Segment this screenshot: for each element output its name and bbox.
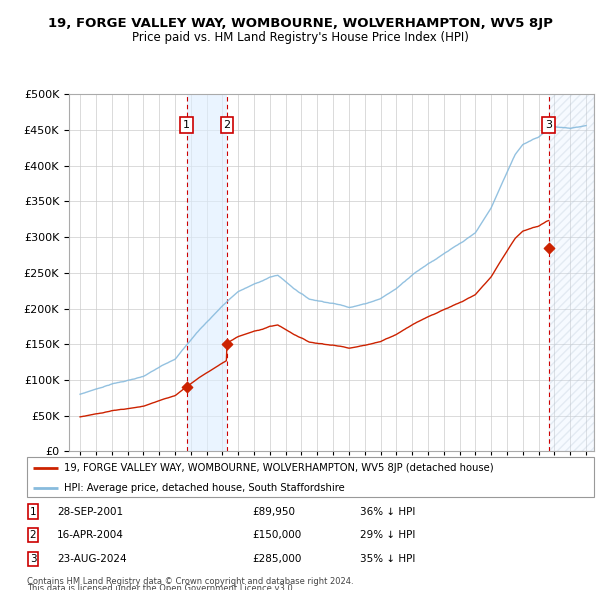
Text: £150,000: £150,000 bbox=[252, 530, 301, 540]
Text: This data is licensed under the Open Government Licence v3.0.: This data is licensed under the Open Gov… bbox=[27, 584, 295, 590]
Point bbox=[222, 340, 232, 349]
Text: 23-AUG-2024: 23-AUG-2024 bbox=[57, 554, 127, 563]
Text: 1: 1 bbox=[183, 120, 190, 130]
Bar bbox=[187, 94, 227, 451]
Text: £285,000: £285,000 bbox=[252, 554, 301, 563]
Text: 16-APR-2004: 16-APR-2004 bbox=[57, 530, 124, 540]
Point bbox=[182, 382, 191, 392]
Text: HPI: Average price, detached house, South Staffordshire: HPI: Average price, detached house, Sout… bbox=[64, 483, 344, 493]
Text: 29% ↓ HPI: 29% ↓ HPI bbox=[360, 530, 415, 540]
Text: 3: 3 bbox=[29, 554, 37, 563]
Bar bbox=[549, 94, 594, 451]
Text: 19, FORGE VALLEY WAY, WOMBOURNE, WOLVERHAMPTON, WV5 8JP (detached house): 19, FORGE VALLEY WAY, WOMBOURNE, WOLVERH… bbox=[64, 463, 493, 473]
Text: 3: 3 bbox=[545, 120, 552, 130]
Text: 19, FORGE VALLEY WAY, WOMBOURNE, WOLVERHAMPTON, WV5 8JP: 19, FORGE VALLEY WAY, WOMBOURNE, WOLVERH… bbox=[47, 17, 553, 30]
Text: 28-SEP-2001: 28-SEP-2001 bbox=[57, 507, 123, 516]
Text: 2: 2 bbox=[223, 120, 230, 130]
Text: 2: 2 bbox=[29, 530, 37, 540]
Point bbox=[544, 243, 554, 253]
Text: Contains HM Land Registry data © Crown copyright and database right 2024.: Contains HM Land Registry data © Crown c… bbox=[27, 577, 353, 586]
Text: Price paid vs. HM Land Registry's House Price Index (HPI): Price paid vs. HM Land Registry's House … bbox=[131, 31, 469, 44]
Text: £89,950: £89,950 bbox=[252, 507, 295, 516]
Text: 35% ↓ HPI: 35% ↓ HPI bbox=[360, 554, 415, 563]
Text: 1: 1 bbox=[29, 507, 37, 516]
Text: 36% ↓ HPI: 36% ↓ HPI bbox=[360, 507, 415, 516]
